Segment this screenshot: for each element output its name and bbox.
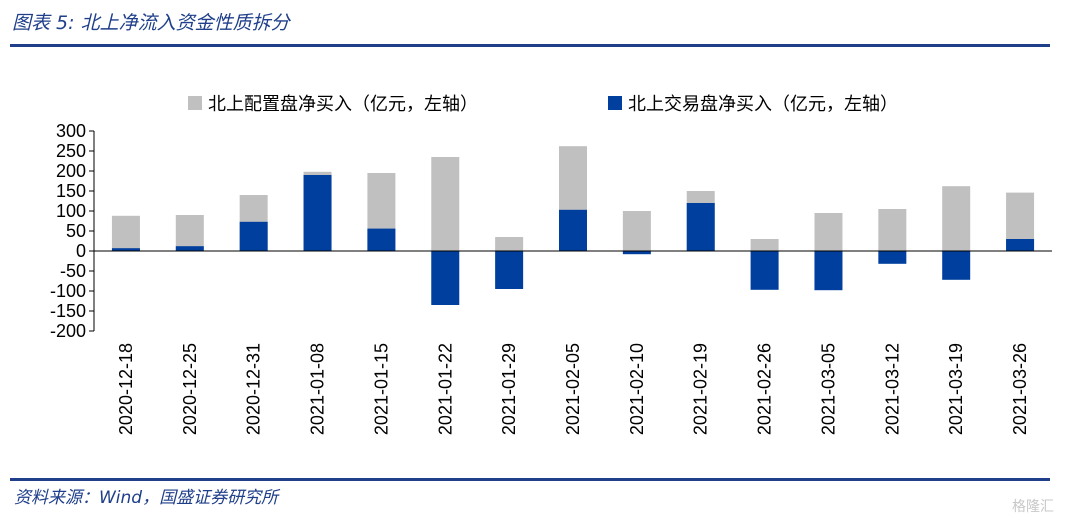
y-tick-label: 50 bbox=[66, 221, 86, 241]
y-tick-label: 0 bbox=[76, 241, 86, 261]
x-tick-label: 2020-12-18 bbox=[116, 343, 136, 435]
y-tick-label: -150 bbox=[50, 301, 86, 321]
x-tick-label: 2021-01-08 bbox=[308, 343, 328, 435]
y-tick-label: -100 bbox=[50, 281, 86, 301]
y-tick-label: 250 bbox=[56, 141, 86, 161]
bar-config bbox=[495, 237, 524, 251]
x-tick-label: 2021-01-22 bbox=[435, 343, 455, 435]
y-tick-label: 200 bbox=[56, 161, 86, 181]
bar-trade bbox=[175, 246, 204, 251]
bar-trade bbox=[878, 251, 907, 264]
bar-config bbox=[175, 215, 204, 251]
bar-config bbox=[942, 186, 971, 251]
x-tick-label: 2021-03-26 bbox=[1010, 343, 1030, 435]
bar-trade bbox=[303, 175, 332, 251]
bar-trade bbox=[111, 248, 140, 251]
x-tick-label: 2021-03-19 bbox=[946, 343, 966, 435]
bar-config bbox=[431, 157, 460, 251]
title-rule bbox=[10, 44, 1050, 47]
legend-label-trade: 北上交易盘净买入（亿元，左轴） bbox=[628, 94, 898, 115]
bar-trade bbox=[622, 251, 651, 255]
y-tick-label: -200 bbox=[50, 321, 86, 341]
x-tick-label: 2021-02-26 bbox=[755, 343, 775, 435]
bar-trade bbox=[559, 209, 587, 251]
watermark: 格隆汇 bbox=[1012, 499, 1054, 515]
x-tick-label: 2021-02-10 bbox=[627, 343, 647, 435]
bar-trade bbox=[942, 251, 971, 280]
bar-trade bbox=[814, 251, 843, 291]
bar-trade bbox=[750, 251, 779, 290]
y-tick-label: 100 bbox=[56, 201, 86, 221]
bar-config bbox=[878, 209, 907, 251]
bar-trade bbox=[495, 251, 524, 289]
legend-swatch-config bbox=[188, 96, 202, 110]
bar-trade bbox=[239, 221, 268, 251]
x-tick-label: 2020-12-25 bbox=[180, 343, 200, 435]
bar-config bbox=[622, 211, 651, 251]
x-tick-label: 2021-01-15 bbox=[371, 343, 391, 435]
legend-swatch-trade bbox=[608, 96, 622, 110]
bar-config bbox=[814, 213, 843, 251]
x-tick-label: 2021-03-12 bbox=[882, 343, 902, 435]
source-note: 资料来源：Wind，国盛证券研究所 bbox=[14, 488, 279, 508]
bar-trade bbox=[431, 251, 460, 305]
x-tick-label: 2021-03-05 bbox=[818, 343, 838, 435]
figure-title: 图表 5: 北上净流入资金性质拆分 bbox=[12, 12, 290, 34]
y-tick-label: -50 bbox=[60, 261, 86, 281]
source-rule bbox=[10, 478, 1050, 481]
bar-trade bbox=[686, 203, 715, 251]
x-tick-label: 2021-02-19 bbox=[691, 343, 711, 435]
bar-trade bbox=[1006, 239, 1035, 251]
x-tick-label: 2020-12-31 bbox=[244, 343, 264, 435]
bar-config bbox=[750, 239, 779, 251]
bar-config bbox=[111, 215, 140, 251]
x-tick-label: 2021-02-05 bbox=[563, 343, 583, 435]
bar-trade bbox=[367, 228, 396, 251]
legend-label-config: 北上配置盘净买入（亿元，左轴） bbox=[208, 94, 478, 115]
y-tick-label: 300 bbox=[56, 121, 86, 141]
x-tick-label: 2021-01-29 bbox=[499, 343, 519, 435]
y-tick-label: 150 bbox=[56, 181, 86, 201]
